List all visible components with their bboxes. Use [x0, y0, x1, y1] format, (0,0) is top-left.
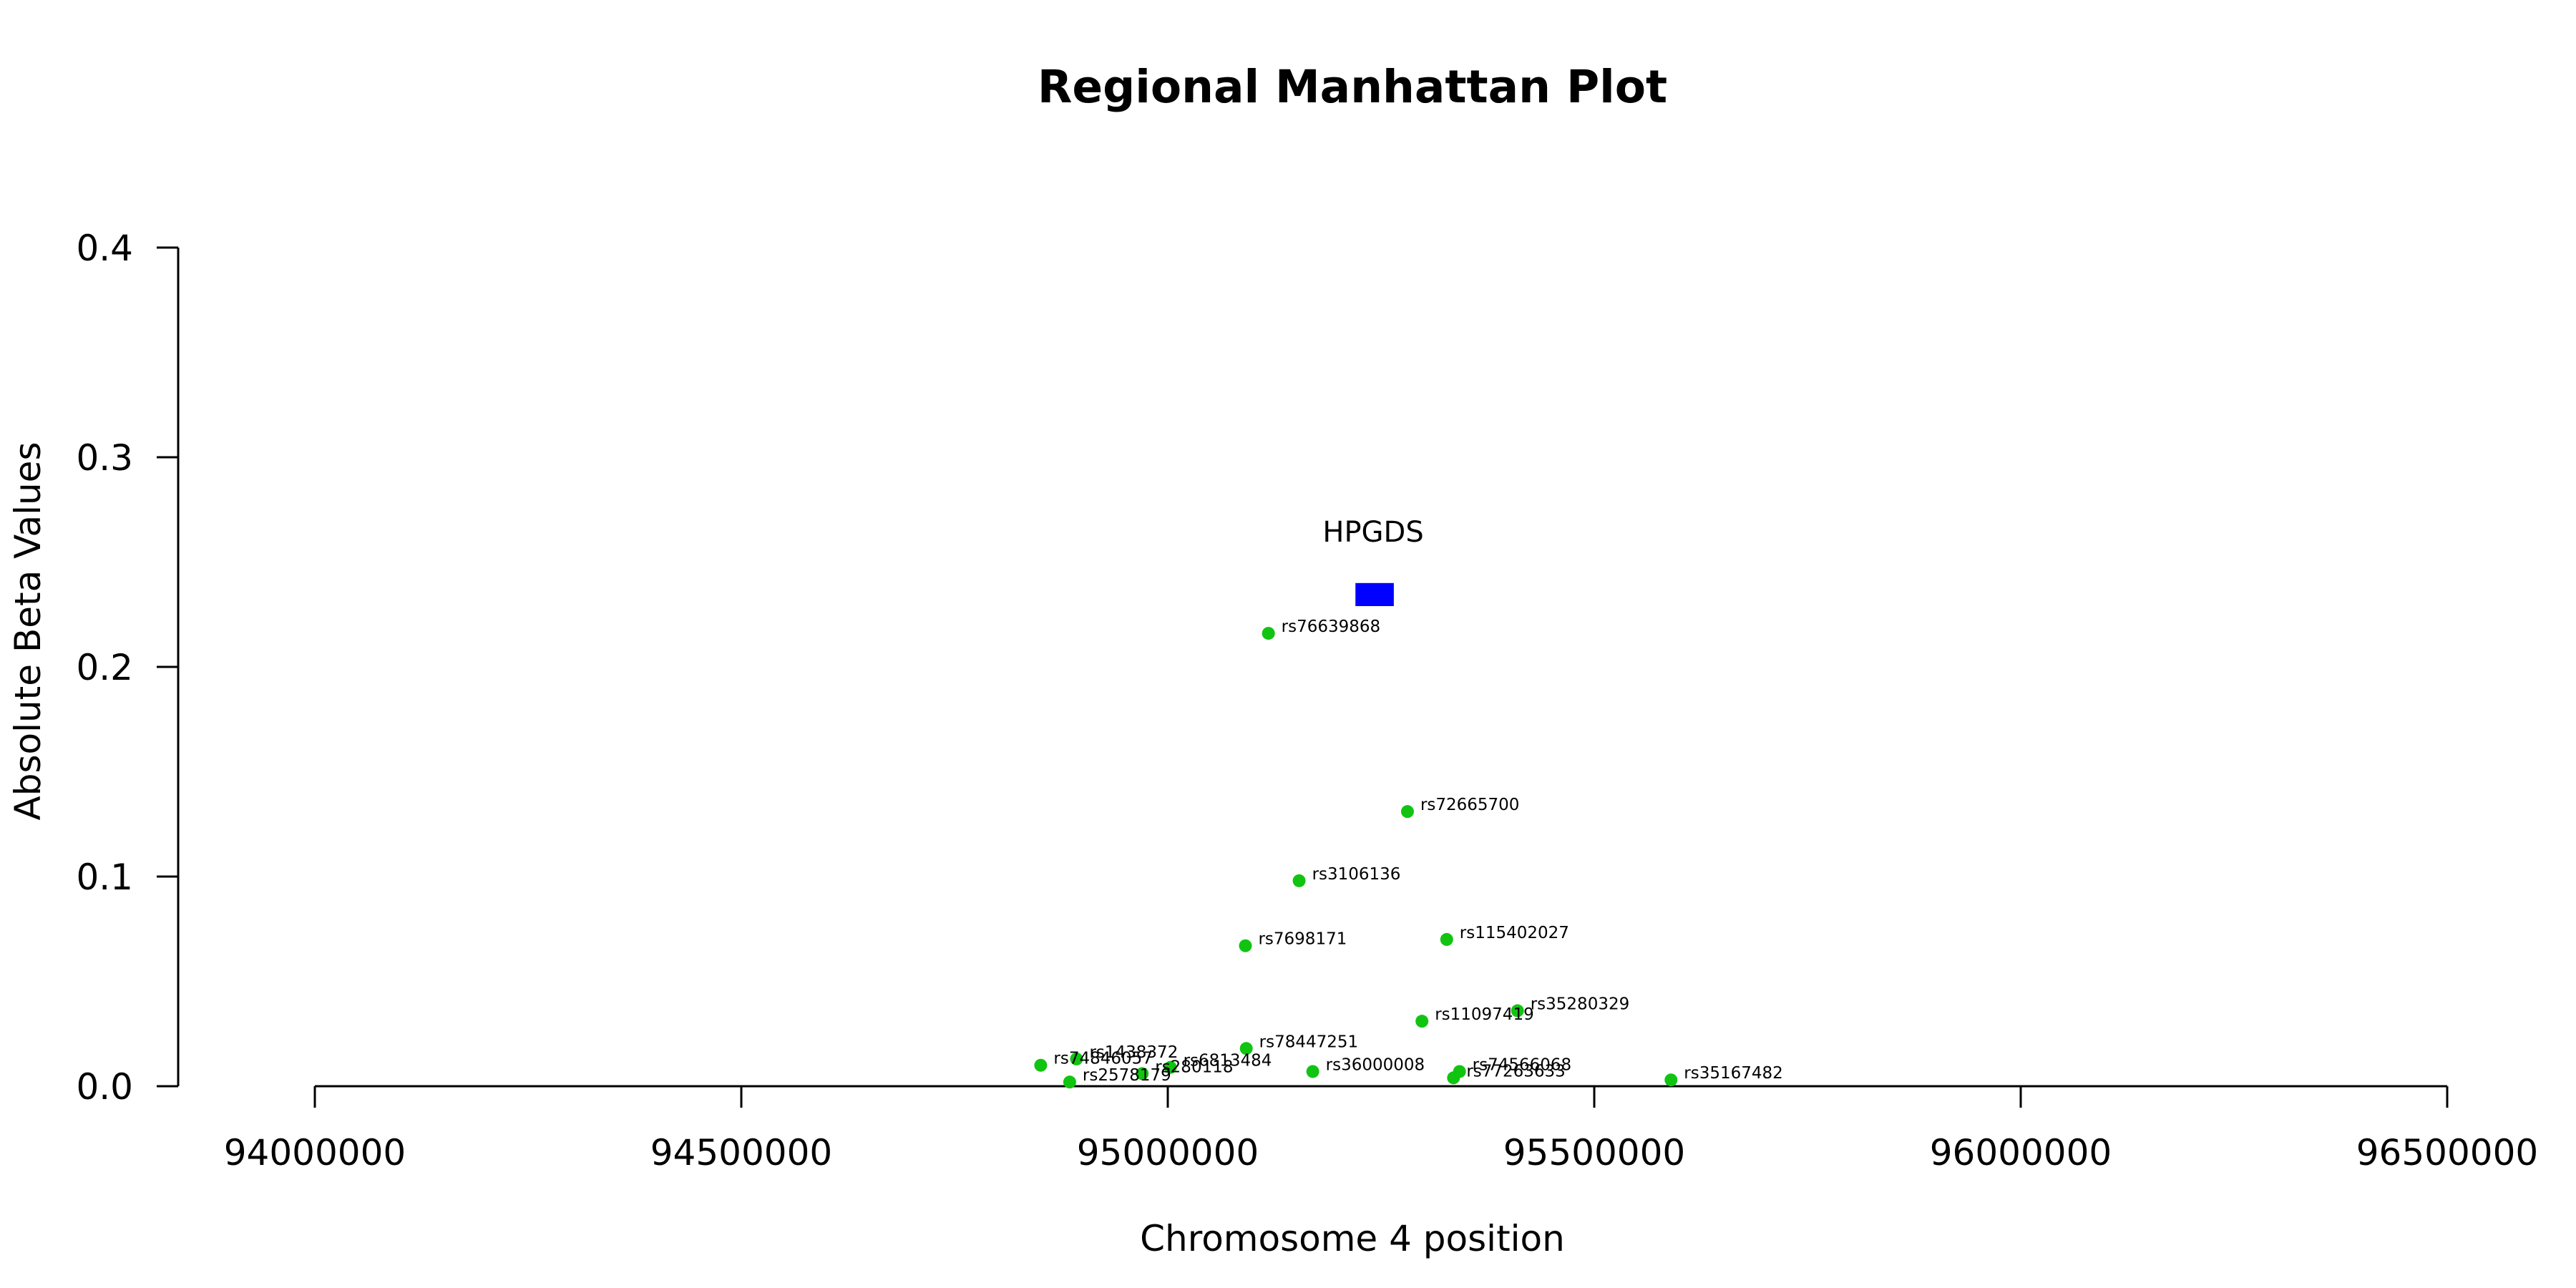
snp-point [1292, 874, 1306, 887]
x-axis: 94000000 94500000 95000000 95500000 96000000… [224, 1085, 2539, 1174]
snp-label: rs76639868 [1282, 618, 1381, 636]
snp-label: rs3106136 [1312, 865, 1401, 884]
y-axis: 0.0 0.1 0.2 0.3 0.4 [76, 228, 180, 1108]
snp-label: rs74566068 [1473, 1055, 1572, 1074]
snp-label: rs2578179 [1083, 1066, 1171, 1085]
snp-point [1447, 1071, 1460, 1085]
snp-point [1070, 1052, 1083, 1065]
snp-label: rs72665700 [1420, 796, 1520, 814]
gene-annotation: HPGDS [1322, 516, 1424, 607]
snp-label: rs36000008 [1326, 1055, 1425, 1074]
snp-points [1034, 627, 1678, 1089]
y-axis-title: Absolute Beta Values [7, 442, 49, 821]
snp-label: rs74846057 [1053, 1050, 1153, 1068]
snp-label: rs6813484 [1184, 1052, 1272, 1070]
y-tick-label: 0.3 [76, 437, 133, 479]
snp-label: rs35280329 [1531, 995, 1630, 1014]
snp-point [1440, 932, 1453, 946]
snp-labels: rs76639868 rs72665700 rs3106136 rs7698171 rs… [1053, 618, 1782, 1085]
snp-point [1306, 1065, 1319, 1078]
y-tick-label: 0.1 [76, 857, 133, 898]
gene-label: HPGDS [1322, 516, 1423, 549]
snp-point [1400, 805, 1414, 819]
snp-point [1034, 1058, 1048, 1072]
snp-point [1163, 1060, 1177, 1074]
snp-point [1136, 1067, 1149, 1080]
x-tick-label: 95500000 [1503, 1132, 1686, 1174]
gene-box [1355, 582, 1394, 607]
snp-label: rs35167482 [1684, 1064, 1783, 1083]
snp-label: rs115402027 [1460, 924, 1569, 942]
x-axis-title: Chromosome 4 position [1140, 1218, 1565, 1259]
x-tick-label: 96500000 [2356, 1132, 2539, 1174]
chart-title: Regional Manhattan Plot [1038, 61, 1667, 113]
snp-point [1262, 627, 1275, 640]
snp-point [1415, 1015, 1429, 1028]
x-tick-label: 96000000 [1930, 1132, 2112, 1174]
snp-label: rs1438372 [1089, 1043, 1178, 1062]
snp-point [1664, 1073, 1678, 1087]
y-tick-label: 0.4 [76, 228, 133, 269]
x-tick-label: 95000000 [1077, 1132, 1259, 1174]
y-tick-label: 0.0 [76, 1066, 133, 1108]
snp-label: rs7698171 [1258, 930, 1347, 949]
snp-point [1239, 1042, 1253, 1055]
snp-point [1511, 1004, 1524, 1018]
snp-point [1239, 939, 1252, 952]
snp-point [1063, 1075, 1076, 1089]
x-tick-label: 94000000 [224, 1132, 406, 1174]
y-tick-label: 0.2 [76, 647, 133, 688]
snp-label: rs77263633 [1466, 1062, 1566, 1080]
snp-label: rs78447251 [1259, 1033, 1359, 1051]
snp-label: rs11097419 [1435, 1005, 1534, 1024]
snp-label: rs280118 [1155, 1058, 1233, 1076]
x-tick-label: 94500000 [650, 1132, 833, 1174]
